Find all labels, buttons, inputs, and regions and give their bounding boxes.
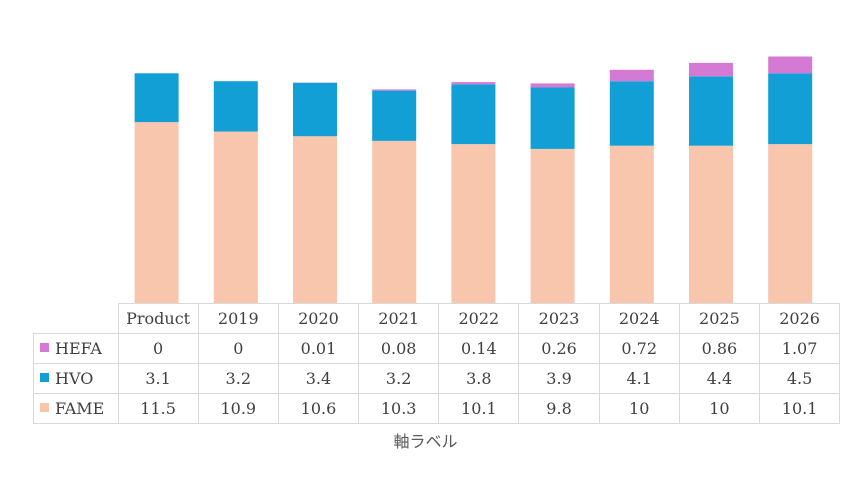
data-label: 10 bbox=[678, 393, 761, 424]
bar-hvo-2024 bbox=[609, 81, 654, 146]
data-label: 4.5 bbox=[758, 363, 841, 394]
data-label: 0.26 bbox=[518, 333, 600, 364]
bar-hefa-2023 bbox=[530, 83, 575, 88]
category-label: 2026 bbox=[758, 303, 841, 334]
category-label: 2025 bbox=[678, 303, 761, 334]
bar-hvo-2025 bbox=[689, 76, 733, 146]
legend-entry: FAME bbox=[33, 393, 119, 424]
legend-label: HVO bbox=[55, 369, 94, 388]
category-label: 2021 bbox=[358, 303, 440, 334]
data-label: 3.1 bbox=[117, 363, 199, 394]
data-label: 0.01 bbox=[277, 333, 360, 364]
data-label: 3.2 bbox=[358, 363, 440, 394]
bar-fame-product bbox=[134, 122, 179, 303]
legend-swatch bbox=[40, 343, 49, 352]
legend-label: HEFA bbox=[55, 339, 102, 358]
bar-hvo-2019 bbox=[213, 81, 258, 132]
table-row: FAME 11.5 10.9 10.6 10.3 10.1 9.8 10 10 10.1 bbox=[33, 393, 841, 424]
data-label: 11.5 bbox=[117, 393, 199, 424]
data-label: 10.6 bbox=[277, 393, 360, 424]
table-row: HVO 3.1 3.2 3.4 3.2 3.8 3.9 4.1 4.4 4.5 bbox=[33, 363, 841, 394]
data-label: 3.2 bbox=[197, 363, 279, 394]
data-label: 0.14 bbox=[438, 333, 520, 364]
data-label: 3.4 bbox=[277, 363, 360, 394]
bar-fame-2025 bbox=[689, 145, 733, 303]
x-axis-title: 軸ラベル bbox=[393, 432, 458, 451]
legend-swatch bbox=[40, 403, 49, 412]
bar-hefa-2025 bbox=[689, 62, 733, 77]
legend-entry: HEFA bbox=[33, 333, 119, 364]
category-label: 2020 bbox=[277, 303, 360, 334]
data-label: 0 bbox=[197, 333, 279, 364]
bar-fame-2019 bbox=[213, 131, 258, 303]
category-label: 2019 bbox=[197, 303, 279, 334]
legend-label: FAME bbox=[55, 399, 105, 418]
data-table-corner bbox=[33, 303, 119, 334]
bar-fame-2023 bbox=[530, 148, 575, 303]
legend-swatch bbox=[40, 373, 49, 382]
data-label: 10.1 bbox=[758, 393, 841, 424]
bar-hefa-2021 bbox=[372, 89, 417, 91]
data-label: 10 bbox=[598, 393, 680, 424]
data-table-header-row: Product 2019 2020 2021 2022 2023 2024 2025 2026 bbox=[33, 303, 841, 334]
data-label: 0.72 bbox=[598, 333, 680, 364]
category-label: 2024 bbox=[598, 303, 680, 334]
data-label: 3.9 bbox=[518, 363, 600, 394]
data-label: 0.86 bbox=[678, 333, 761, 364]
data-label: 10.9 bbox=[197, 393, 279, 424]
bar-hvo-2021 bbox=[372, 90, 417, 141]
data-label: 3.8 bbox=[438, 363, 520, 394]
legend-entry: HVO bbox=[33, 363, 119, 394]
data-label: 10.3 bbox=[358, 393, 440, 424]
bar-hefa-2024 bbox=[609, 69, 654, 82]
bar-hvo-2022 bbox=[451, 84, 496, 145]
bar-hvo-product bbox=[134, 73, 179, 123]
category-label: 2022 bbox=[438, 303, 520, 334]
category-label: Product bbox=[117, 303, 199, 334]
table-row: HEFA 0 0 0.01 0.08 0.14 0.26 0.72 0.86 1.07 bbox=[33, 333, 841, 364]
data-label: 9.8 bbox=[518, 393, 600, 424]
data-label: 1.07 bbox=[758, 333, 841, 364]
data-label: 0.08 bbox=[358, 333, 440, 364]
data-label: 10.1 bbox=[438, 393, 520, 424]
data-label: 0 bbox=[117, 333, 199, 364]
bar-hvo-2026 bbox=[768, 73, 813, 145]
bar-fame-2024 bbox=[609, 145, 654, 303]
bar-fame-2020 bbox=[293, 136, 337, 303]
data-label: 4.4 bbox=[678, 363, 761, 394]
bar-hefa-2022 bbox=[451, 82, 496, 85]
data-label: 4.1 bbox=[598, 363, 680, 394]
data-table: Product 2019 2020 2021 2022 2023 2024 2025 2026 … bbox=[33, 303, 841, 424]
bar-hefa-2026 bbox=[768, 56, 813, 74]
bar-hvo-2023 bbox=[530, 87, 575, 149]
bar-fame-2022 bbox=[451, 144, 496, 303]
bar-fame-2026 bbox=[768, 144, 813, 303]
bar-hvo-2020 bbox=[293, 82, 337, 137]
category-label: 2023 bbox=[518, 303, 600, 334]
bar-fame-2021 bbox=[372, 141, 417, 303]
